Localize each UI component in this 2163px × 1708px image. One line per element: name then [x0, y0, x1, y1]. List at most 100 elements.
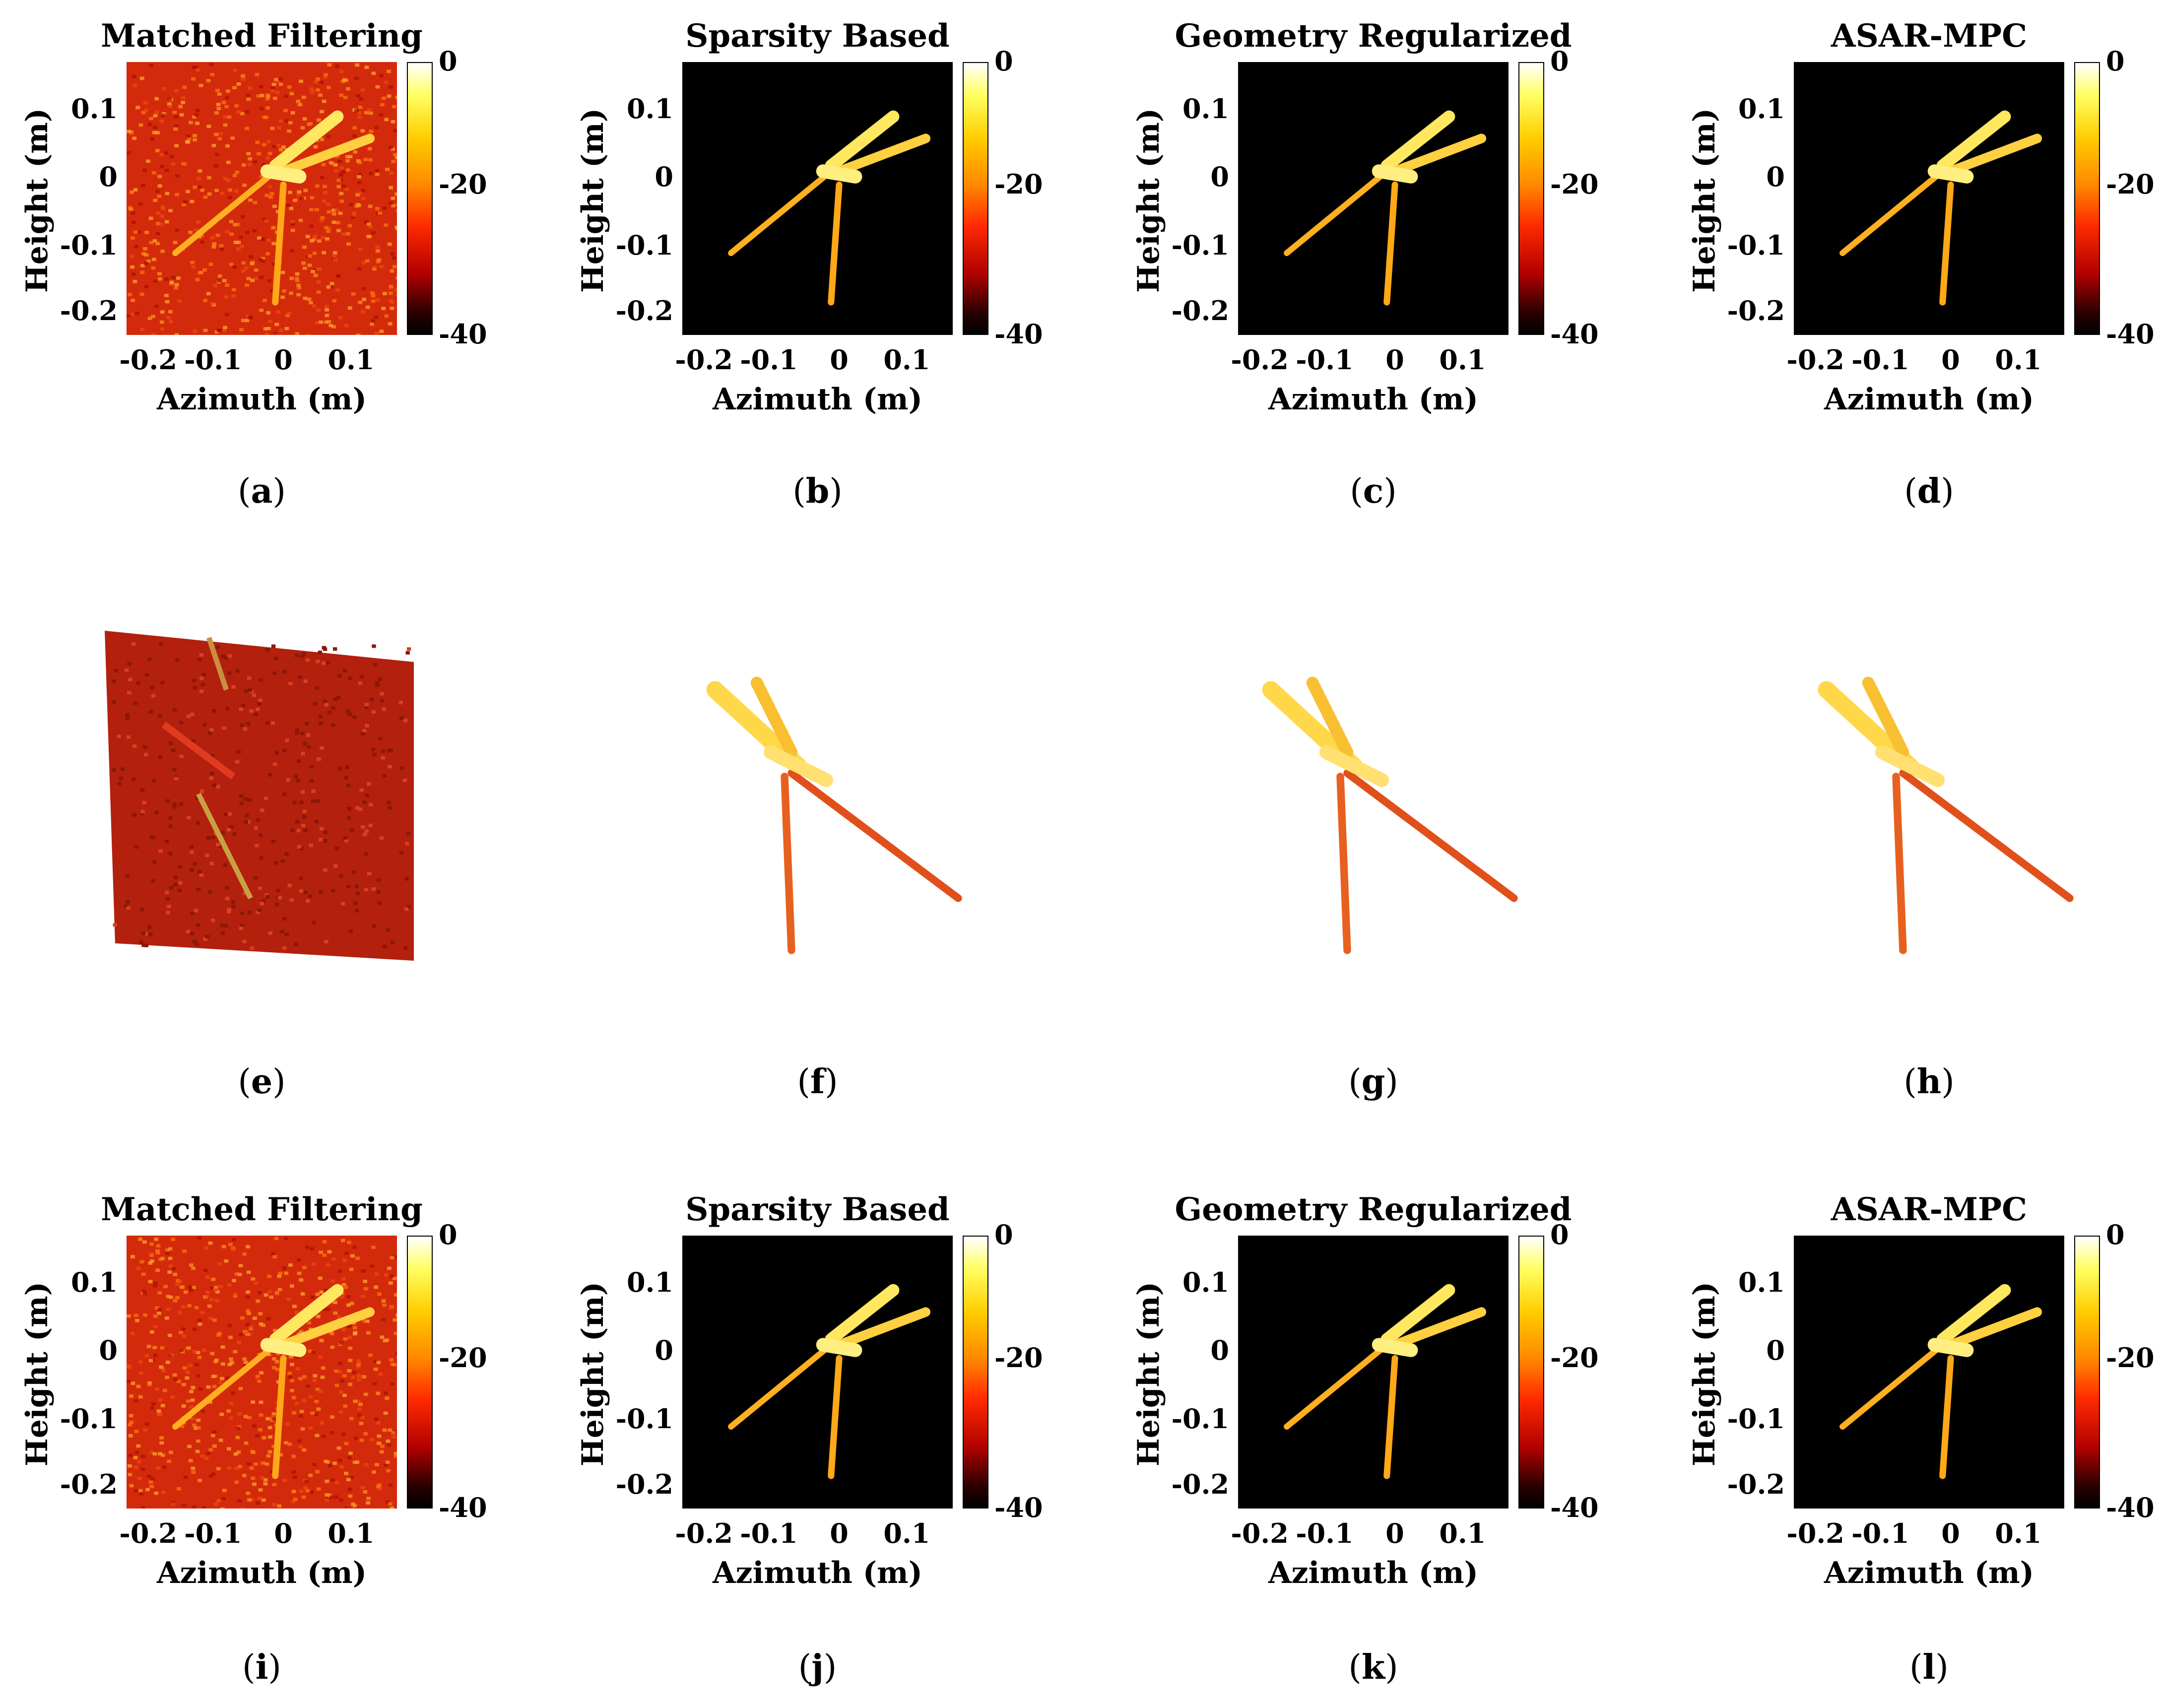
panel-d-colorbar-tick: 0 [2106, 45, 2125, 77]
caption-letter: i [256, 1647, 268, 1687]
panel-d-xlabel: Azimuth (m) [1824, 382, 2034, 417]
panel-i-colorbar-tick: 0 [439, 1219, 458, 1250]
panel-l-ytick: 0.1 [1738, 1266, 1785, 1298]
panel-k-xtick: 0.1 [1439, 1517, 1486, 1549]
panel-c-xtick: -0.2 [1231, 344, 1288, 376]
panel-l-title: ASAR-MPC [1831, 1191, 2027, 1228]
panel-c-colorbar [1518, 62, 1544, 335]
caption-g: (g) [1348, 1062, 1398, 1102]
panel-c-ytick: 0.1 [1182, 93, 1229, 125]
panel-d-ylabel: Height (m) [1687, 108, 1722, 293]
panel-a-title: Matched Filtering [101, 17, 423, 55]
panel-d-ytick: 0 [1766, 161, 1785, 193]
panel-j-image [682, 1236, 953, 1509]
panel-d-ytick: 0.1 [1738, 93, 1785, 125]
panel-l-ytick: -0.1 [1727, 1403, 1785, 1435]
panel-j-title: Sparsity Based [685, 1191, 950, 1228]
panel-i-ytick: 0.1 [71, 1266, 118, 1298]
panel-l-xlabel: Azimuth (m) [1824, 1556, 2034, 1590]
panel-i-xtick: -0.1 [184, 1517, 242, 1549]
panel-i-ytick: -0.1 [60, 1403, 118, 1435]
panel-b-ytick: -0.1 [616, 229, 673, 261]
caption-close-paren: ) [272, 1062, 286, 1102]
panel-j-xtick: -0.1 [740, 1517, 797, 1549]
caption-close-paren: ) [1941, 472, 1954, 511]
panel-k-colorbar-tick: 0 [1550, 1219, 1569, 1250]
caption-open-paren: ( [797, 1062, 810, 1102]
panel-b-title: Sparsity Based [685, 17, 950, 55]
panel-l-ylabel: Height (m) [1687, 1282, 1722, 1466]
panel-j-xlabel: Azimuth (m) [713, 1556, 922, 1590]
volume-render [1208, 620, 1556, 968]
panel-c-ylabel: Height (m) [1131, 108, 1166, 293]
panel-l-xtick: 0 [1941, 1517, 1960, 1549]
panel-b-colorbar [963, 62, 988, 335]
heatmap-image [682, 1236, 953, 1509]
panel-d-title: ASAR-MPC [1831, 17, 2027, 55]
caption-close-paren: ) [824, 1648, 837, 1687]
caption-letter: g [1362, 1062, 1385, 1102]
caption-close-paren: ) [1385, 1062, 1398, 1102]
panel-b-ytick: -0.2 [616, 295, 673, 327]
panel-k-xtick: -0.2 [1231, 1517, 1288, 1549]
caption-open-paren: ( [1904, 472, 1917, 511]
panel-a-ytick: 0.1 [71, 93, 118, 125]
panel-d-xtick: 0 [1941, 344, 1960, 376]
caption-open-paren: ( [238, 1062, 251, 1102]
caption-letter: l [1923, 1647, 1936, 1687]
panel-a-image [127, 62, 397, 335]
panel-a-xlabel: Azimuth (m) [157, 382, 367, 417]
panel-a-ylabel: Height (m) [20, 108, 55, 293]
caption-letter: b [806, 471, 830, 511]
panel-l-ytick: 0 [1766, 1334, 1785, 1366]
panel-a-xtick: -0.2 [119, 344, 177, 376]
panel-c-xtick: 0 [1385, 344, 1404, 376]
panel-b-colorbar-tick: -40 [994, 318, 1043, 350]
caption-open-paren: ( [1348, 1648, 1362, 1687]
panel-b-xtick: 0.1 [883, 344, 930, 376]
panel-c-colorbar-tick: 0 [1550, 45, 1569, 77]
panel-b-xtick: -0.2 [675, 344, 732, 376]
caption-letter: d [1917, 471, 1941, 511]
panel-i-xtick: -0.2 [119, 1517, 177, 1549]
panel-a-colorbar [407, 62, 433, 335]
panel-h-volume [1764, 620, 2111, 968]
panel-j-colorbar [963, 1236, 988, 1509]
panel-j-ytick: -0.1 [616, 1403, 673, 1435]
panel-a-ytick: -0.1 [60, 229, 118, 261]
panel-l-colorbar [2074, 1236, 2100, 1509]
panel-g-volume [1208, 620, 1556, 968]
panel-a-colorbar-tick: -40 [439, 318, 487, 350]
volume-render [1764, 620, 2111, 968]
volume-render [653, 620, 1000, 968]
panel-i-xtick: 0 [274, 1517, 293, 1549]
panel-k-ytick: -0.1 [1172, 1403, 1229, 1435]
caption-open-paren: ( [1350, 472, 1363, 511]
caption-close-paren: ) [1941, 1062, 1955, 1102]
panel-i-title: Matched Filtering [101, 1191, 423, 1228]
caption-letter: f [810, 1062, 825, 1102]
caption-close-paren: ) [1935, 1648, 1949, 1687]
panel-d-xtick: -0.2 [1786, 344, 1844, 376]
panel-i-image [127, 1236, 397, 1509]
panel-d-colorbar-tick: -20 [2106, 168, 2155, 200]
caption-open-paren: ( [1348, 1062, 1362, 1102]
panel-k-xlabel: Azimuth (m) [1268, 1556, 1478, 1590]
caption-open-paren: ( [798, 1648, 812, 1687]
panel-k-colorbar-tick: -20 [1550, 1342, 1599, 1374]
panel-k-colorbar [1518, 1236, 1544, 1509]
panel-k-ylabel: Height (m) [1131, 1282, 1166, 1466]
panel-l-colorbar-tick: -40 [2106, 1492, 2155, 1523]
heatmap-image [127, 62, 397, 335]
caption-i: (i) [242, 1647, 281, 1687]
panel-a-colorbar-tick: -20 [439, 168, 487, 200]
panel-l-colorbar-tick: 0 [2106, 1219, 2125, 1250]
panel-b-colorbar-tick: 0 [994, 45, 1013, 77]
caption-close-paren: ) [825, 1062, 838, 1102]
panel-a-xtick: 0 [274, 344, 293, 376]
panel-i-xlabel: Azimuth (m) [157, 1556, 367, 1590]
panel-c-xtick: 0.1 [1439, 344, 1486, 376]
panel-d-colorbar-tick: -40 [2106, 318, 2155, 350]
panel-e-volume [94, 620, 442, 968]
panel-l-xtick: -0.2 [1786, 1517, 1844, 1549]
